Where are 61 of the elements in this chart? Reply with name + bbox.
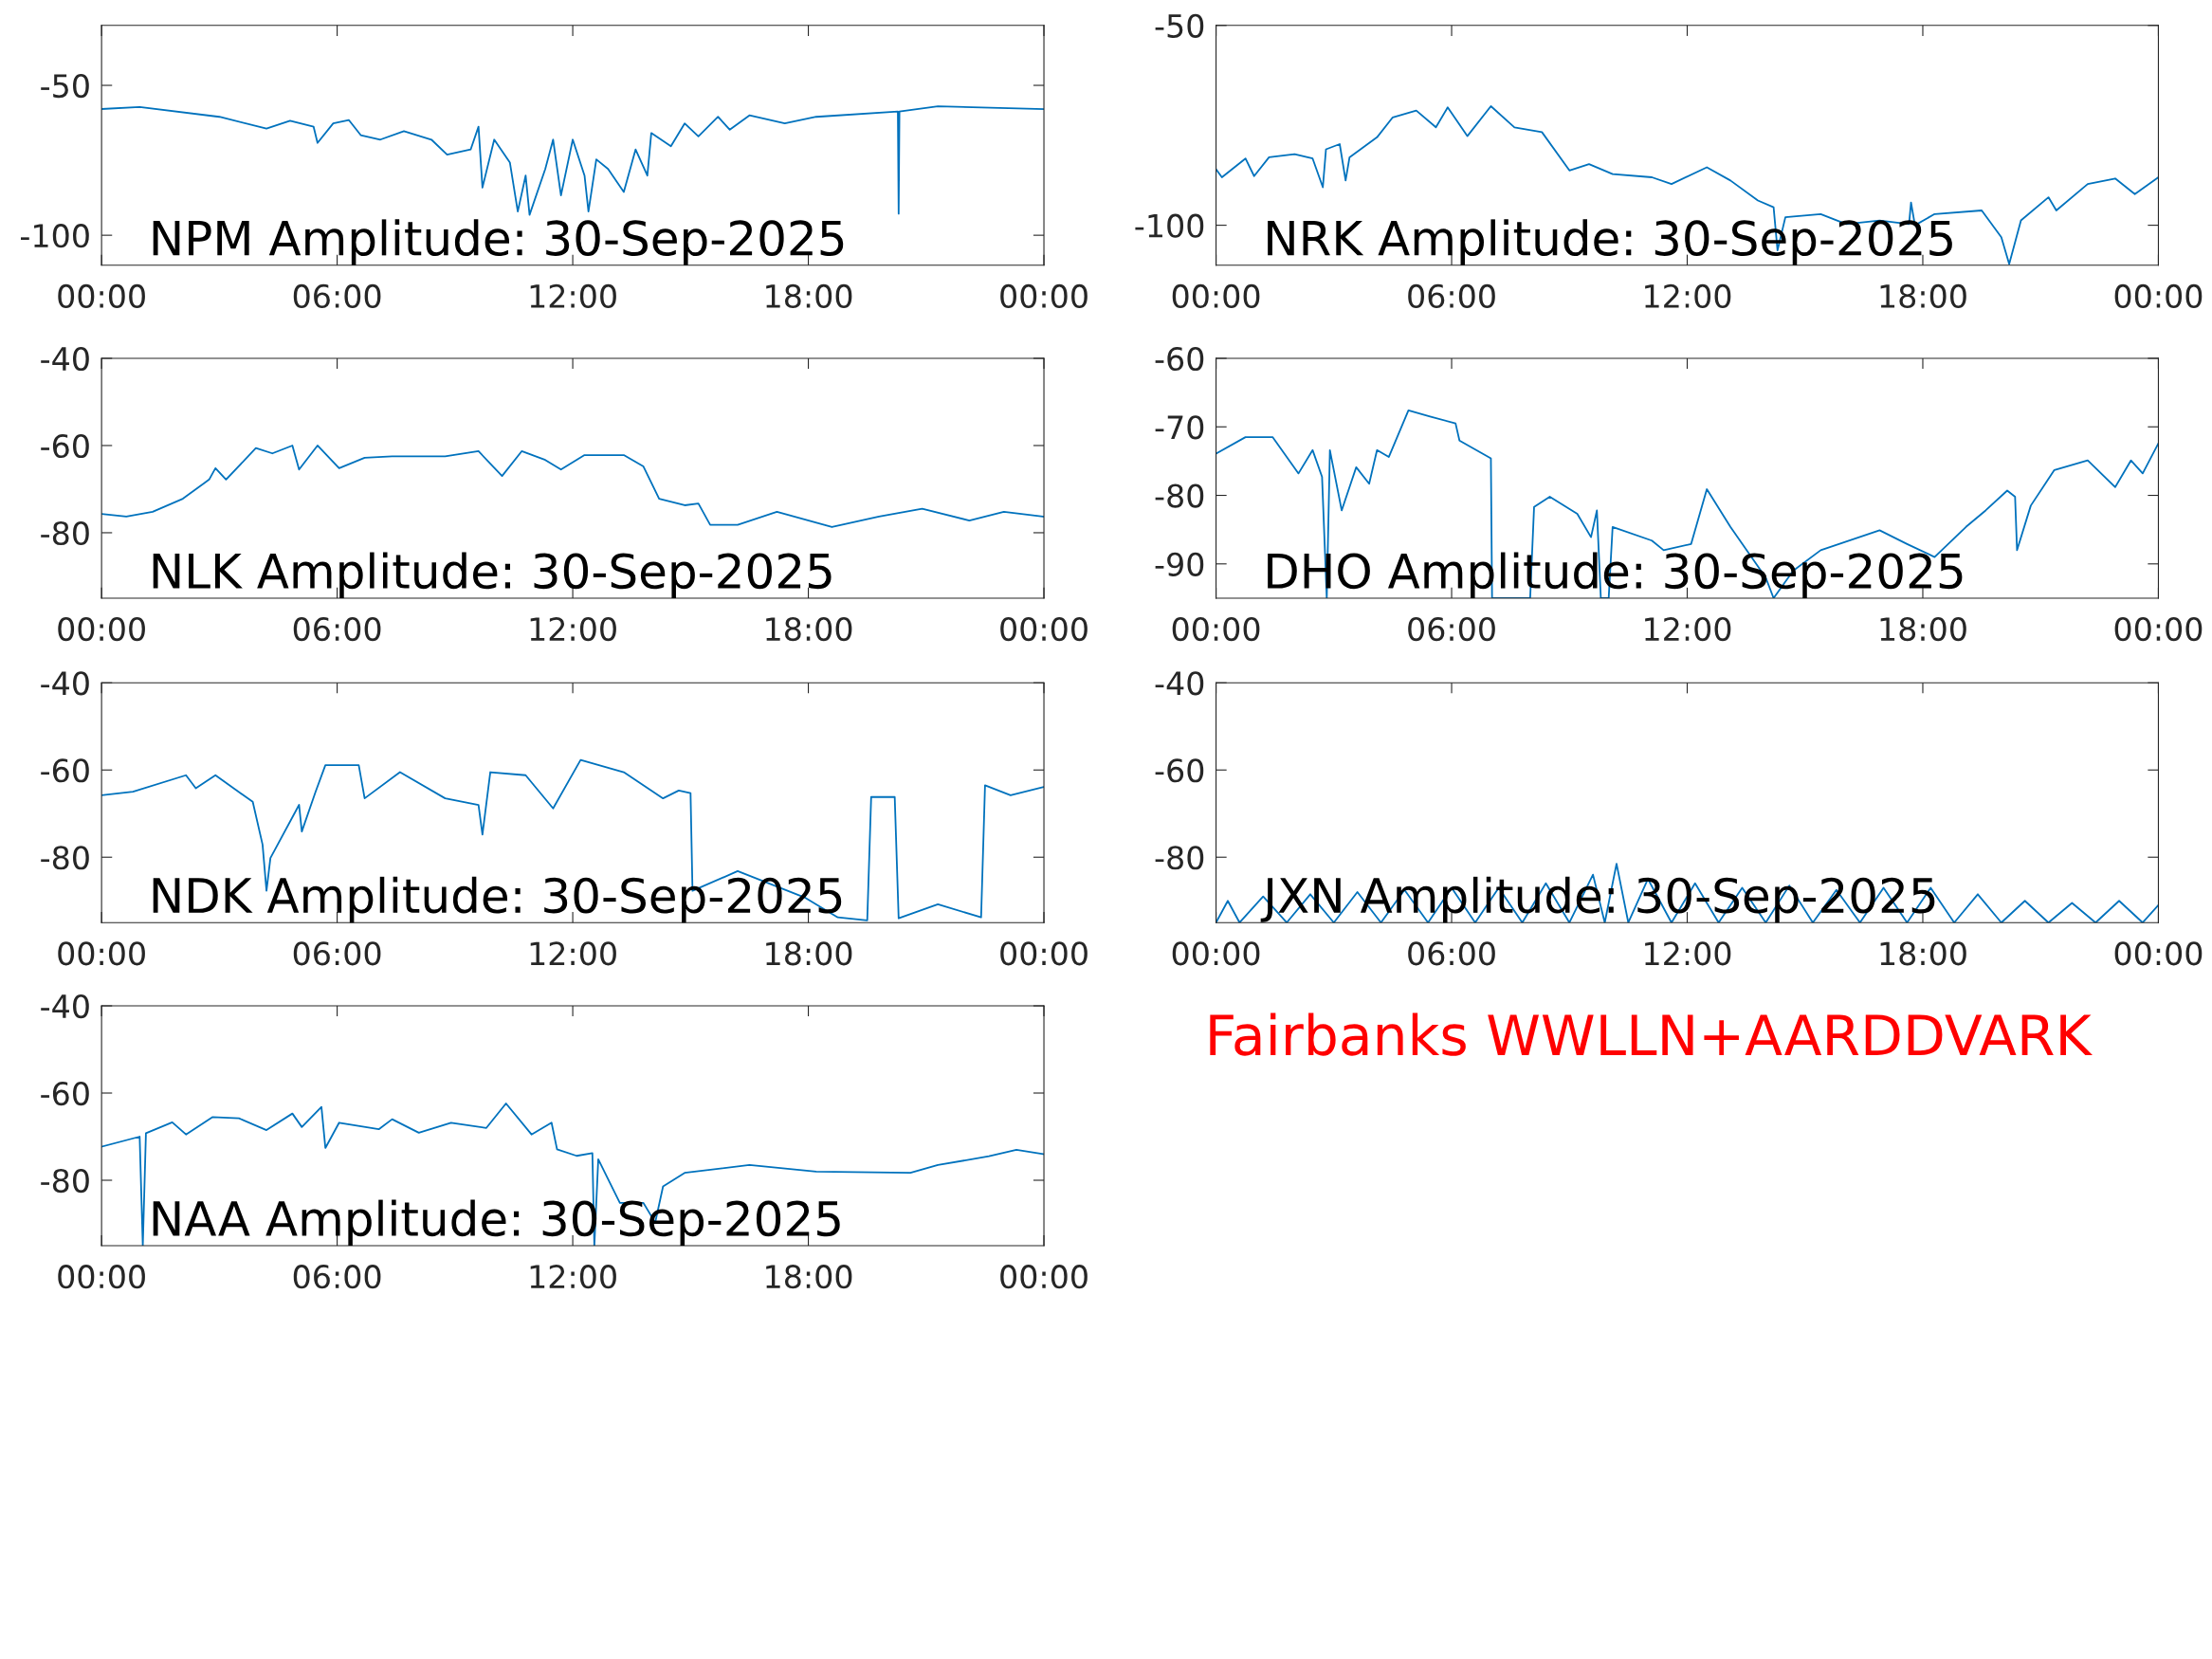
x-tick-label: 06:00 [293, 941, 381, 966]
y-tick-label: -80 [41, 1168, 89, 1194]
y-tick-label: -50 [41, 73, 89, 99]
y-tick-label: -80 [41, 846, 89, 870]
x-tick-label: 00:00 [58, 616, 145, 642]
x-tick-label: 18:00 [766, 616, 852, 642]
y-tick-label: -100 [1135, 213, 1204, 238]
y-tick-label: -50 [1155, 13, 1204, 38]
y-tick-label: -60 [41, 1081, 89, 1106]
x-tick-label: 00:00 [1172, 941, 1260, 966]
x-tick-label: 00:00 [2114, 283, 2203, 309]
y-tick-label: -40 [41, 346, 89, 372]
x-tick-label: 06:00 [1408, 283, 1495, 309]
text: Fairbanks WWLLN+AARDDVARK [1210, 1012, 2093, 1056]
x-tick-label: 06:00 [293, 283, 381, 309]
x-tick-label: 18:00 [1880, 283, 1966, 309]
x-tick-label: 12:00 [1645, 283, 1731, 309]
y-tick-label: -80 [1155, 483, 1204, 508]
x-tick-label: 12:00 [530, 1265, 616, 1289]
x-tick-label: 18:00 [1880, 616, 1966, 642]
text: NPM Amplitude: 30-Sep-2025 [153, 219, 844, 265]
y-tick-label: -40 [41, 671, 89, 696]
x-tick-label: 06:00 [293, 1265, 381, 1289]
x-tick-label: 12:00 [1645, 616, 1731, 642]
x-tick-label: 00:00 [1000, 283, 1088, 309]
y-tick-label: -90 [1155, 552, 1204, 576]
x-tick-label: 00:00 [1000, 941, 1088, 966]
x-tick-label: 18:00 [766, 1265, 852, 1289]
y-tick-label: -60 [1155, 346, 1204, 372]
y-tick-label: -70 [1155, 415, 1204, 440]
y-tick-label: -60 [41, 758, 89, 783]
y-tick-label: -100 [21, 224, 89, 248]
y-tick-label: -80 [1155, 846, 1204, 870]
x-tick-label: 06:00 [293, 616, 381, 642]
x-tick-label: 06:00 [1408, 616, 1495, 642]
x-tick-label: 12:00 [1645, 941, 1731, 966]
y-tick-label: -60 [1155, 758, 1204, 783]
line-series [101, 445, 1045, 528]
y-tick-label: -40 [41, 994, 89, 1019]
x-tick-label: 06:00 [1408, 941, 1495, 966]
x-tick-label: 00:00 [2114, 941, 2203, 966]
x-tick-label: 12:00 [530, 283, 616, 309]
x-tick-label: 00:00 [58, 283, 145, 309]
x-tick-label: 12:00 [530, 616, 616, 642]
line-series [101, 105, 1045, 216]
y-tick-label: -60 [41, 433, 89, 459]
y-tick-label: -80 [41, 520, 89, 546]
x-tick-label: 00:00 [1000, 616, 1088, 642]
x-tick-label: 00:00 [1172, 616, 1260, 642]
x-tick-label: 00:00 [2114, 616, 2203, 642]
x-tick-label: 12:00 [530, 941, 616, 966]
x-tick-label: 18:00 [766, 283, 852, 309]
text: NRK Amplitude: 30-Sep-2025 [1268, 219, 1952, 265]
x-tick-label: 00:00 [58, 941, 145, 966]
x-tick-label: 00:00 [1172, 283, 1260, 309]
x-tick-label: 18:00 [766, 941, 852, 966]
y-tick-label: -40 [1155, 671, 1204, 696]
text: NLK Amplitude: 30-Sep-2025 [153, 552, 832, 598]
x-tick-label: 00:00 [58, 1265, 145, 1289]
x-tick-label: 18:00 [1880, 941, 1966, 966]
x-tick-label: 00:00 [1000, 1265, 1088, 1289]
